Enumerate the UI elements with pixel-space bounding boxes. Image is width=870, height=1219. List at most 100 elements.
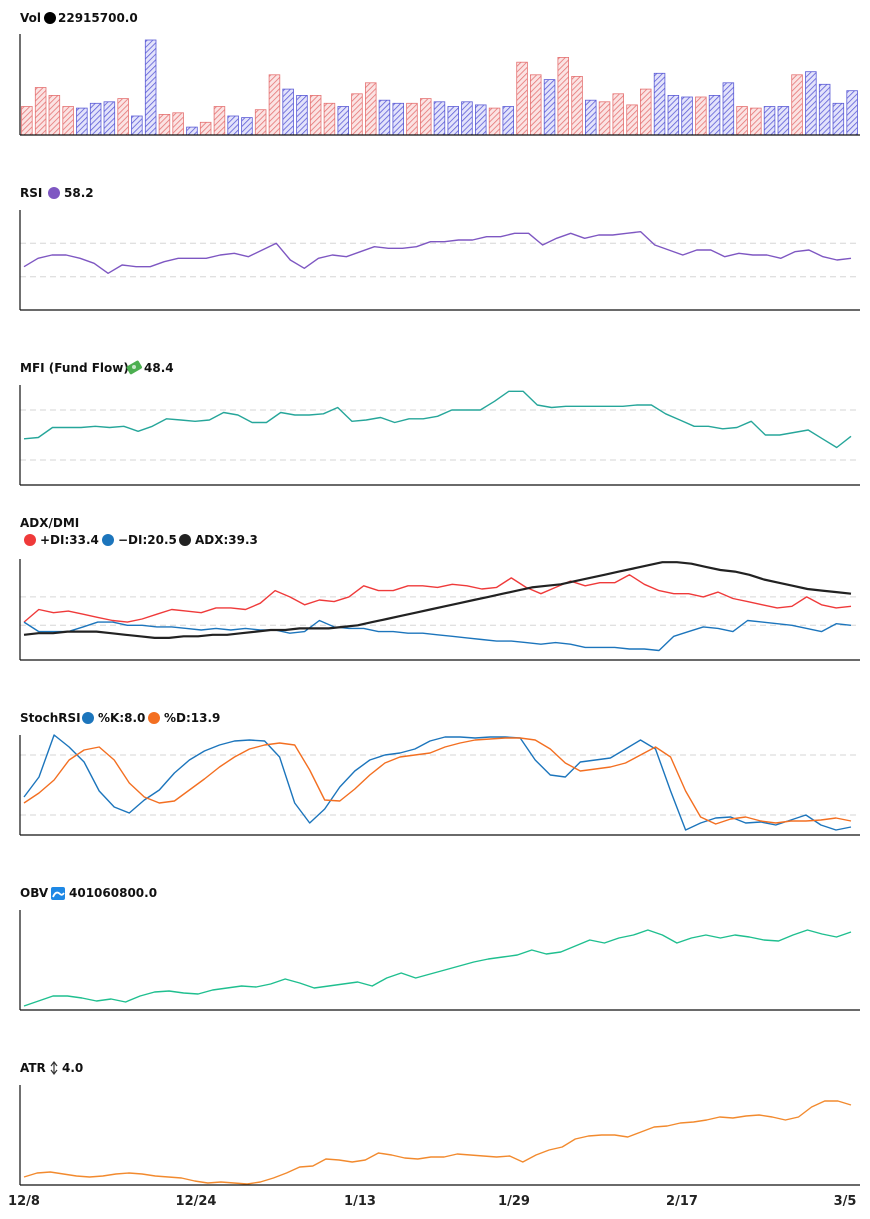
volume-bar <box>76 107 88 136</box>
volume-bar <box>323 102 336 136</box>
mfi-series-line <box>23 390 852 449</box>
volume-bar <box>543 79 556 136</box>
volume-bar <box>337 106 349 136</box>
stochrsi-title: StochRSI <box>20 711 81 725</box>
volume-bar <box>653 72 666 136</box>
volume-panel <box>19 34 860 136</box>
volume-bar <box>695 96 707 136</box>
atr-value: 4.0 <box>62 1061 83 1075</box>
minus-di-dot-icon <box>102 534 114 546</box>
stochrsi-panel <box>19 734 860 836</box>
volume-bar <box>474 104 487 136</box>
volume-bar <box>103 101 116 136</box>
volume-bar <box>419 98 432 136</box>
adx-dmi-series-line-adx <box>23 561 852 640</box>
volume-bar <box>502 106 514 136</box>
obv-value: 401060800.0 <box>69 886 157 900</box>
stochrsi-legend: StochRSI %K:8.0 %D:13.9 <box>20 711 220 725</box>
x-tick-label: 2/17 <box>666 1194 698 1209</box>
x-tick-label: 3/5 <box>834 1194 857 1209</box>
obv-legend: OBV 401060800.0 <box>20 886 157 900</box>
volume-bar <box>832 102 845 136</box>
volume-bar <box>667 95 680 136</box>
volume-bar <box>48 95 61 136</box>
obv-panel <box>19 910 860 1011</box>
adx-dmi-panel <box>19 559 860 661</box>
volume-bar <box>227 115 239 136</box>
volume-bar <box>34 87 47 136</box>
stochrsi-series-line-k <box>23 734 852 831</box>
volume-bar <box>640 88 652 136</box>
volume-title: Vol <box>20 11 41 25</box>
volume-bar <box>433 101 446 136</box>
updown-arrow-icon <box>50 1061 58 1075</box>
volume-bar <box>598 101 611 136</box>
atr-legend: ATR 4.0 <box>20 1061 83 1075</box>
rsi-title: RSI <box>20 186 42 200</box>
volume-bar <box>805 71 817 136</box>
volume-legend: Vol 22915700.0 <box>20 11 138 25</box>
volume-bar <box>296 95 308 136</box>
atr-title: ATR <box>20 1061 46 1075</box>
volume-bar <box>62 106 74 136</box>
volume-bar <box>158 114 171 136</box>
volume-bar <box>557 57 570 136</box>
volume-bar <box>364 82 377 136</box>
adx-dmi-series-line-di <box>23 574 852 623</box>
plus-di-value: +DI:33.4 <box>40 533 99 547</box>
volume-bar <box>351 93 363 136</box>
adx-dot-icon <box>179 534 191 546</box>
adx-dmi-series-line-di <box>23 619 852 652</box>
volume-bar <box>722 82 735 136</box>
atr-panel <box>19 1085 860 1186</box>
volume-bar <box>172 112 184 136</box>
minus-di-value: −DI:20.5 <box>118 533 177 547</box>
d-dot-icon <box>148 712 160 724</box>
volume-bar <box>818 83 831 136</box>
mfi-panel <box>19 385 860 486</box>
volume-bar <box>186 126 198 136</box>
volume-bar <box>144 39 157 136</box>
volume-bar <box>117 98 129 136</box>
volume-bar <box>447 106 459 136</box>
x-tick-label: 12/8 <box>8 1194 40 1209</box>
volume-bar <box>516 61 528 136</box>
obv-series-line <box>23 929 852 1007</box>
k-dot-icon <box>82 712 94 724</box>
volume-bar <box>89 102 102 136</box>
d-value: %D:13.9 <box>164 711 220 725</box>
k-value: %K:8.0 <box>98 711 145 725</box>
volume-bar <box>626 104 638 136</box>
volume-bar <box>736 106 748 136</box>
volume-value: 22915700.0 <box>58 11 138 25</box>
stochrsi-series-line-d <box>23 737 852 825</box>
volume-bar <box>585 99 597 136</box>
x-tick-label: 1/13 <box>344 1194 376 1209</box>
mfi-value: 48.4 <box>144 361 174 375</box>
volume-bar <box>777 106 790 136</box>
volume-bar <box>750 107 762 136</box>
adx-dmi-title: ADX/DMI <box>20 516 79 530</box>
volume-bar <box>791 74 803 136</box>
rsi-value: 58.2 <box>64 186 94 200</box>
volume-bar <box>199 121 212 136</box>
adx-dmi-legend: ADX/DMI +DI:33.4 −DI:20.5 ADX:39.3 <box>20 516 258 547</box>
volume-bar <box>846 90 858 136</box>
mfi-title: MFI (Fund Flow) <box>20 361 129 375</box>
volume-bar <box>241 117 253 136</box>
volume-dot-icon <box>44 12 56 24</box>
rsi-legend: RSI 58.2 <box>20 186 94 200</box>
volume-bar <box>763 106 776 136</box>
volume-bar <box>21 106 33 136</box>
wave-icon <box>51 887 65 900</box>
volume-bar <box>708 95 721 136</box>
volume-bar <box>488 107 501 136</box>
volume-bar <box>571 76 583 136</box>
atr-series-line <box>23 1100 852 1185</box>
volume-bar <box>268 74 281 136</box>
x-tick-label: 1/29 <box>498 1194 530 1209</box>
obv-title: OBV <box>20 886 49 900</box>
volume-bar <box>378 99 391 136</box>
volume-bar <box>681 96 693 136</box>
